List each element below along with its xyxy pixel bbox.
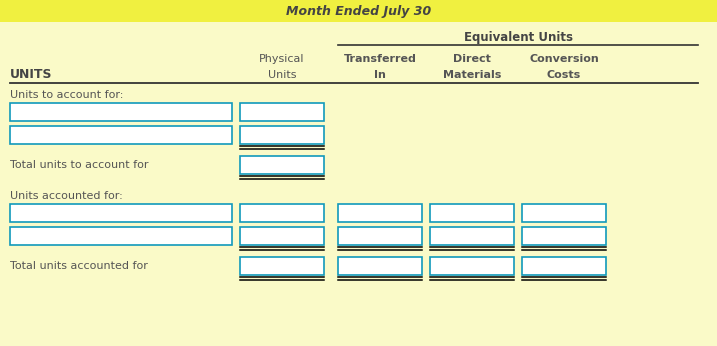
Bar <box>338 257 422 275</box>
Text: Month Ended July 30: Month Ended July 30 <box>286 4 431 18</box>
Bar <box>240 156 324 174</box>
Text: Direct: Direct <box>453 54 491 64</box>
Text: Total units to account for: Total units to account for <box>10 160 148 170</box>
Text: Materials: Materials <box>443 70 501 80</box>
Text: Costs: Costs <box>547 70 581 80</box>
Bar <box>240 227 324 245</box>
Bar <box>240 257 324 275</box>
Bar <box>522 204 606 222</box>
Bar <box>10 126 232 144</box>
Text: Physical: Physical <box>260 54 305 64</box>
Bar <box>10 204 232 222</box>
Text: Units to account for:: Units to account for: <box>10 90 123 100</box>
Text: Transferred: Transferred <box>343 54 417 64</box>
Bar <box>430 227 514 245</box>
Text: In: In <box>374 70 386 80</box>
Bar <box>10 227 232 245</box>
Text: UNITS: UNITS <box>10 69 52 82</box>
Bar <box>430 257 514 275</box>
Bar <box>430 204 514 222</box>
Text: Conversion: Conversion <box>529 54 599 64</box>
Bar <box>522 227 606 245</box>
Bar <box>522 257 606 275</box>
Bar <box>10 103 232 121</box>
Bar <box>240 126 324 144</box>
Bar <box>338 204 422 222</box>
Text: Equivalent Units: Equivalent Units <box>463 30 572 44</box>
Text: Total units accounted for: Total units accounted for <box>10 261 148 271</box>
Text: Units: Units <box>267 70 296 80</box>
Bar <box>338 227 422 245</box>
Bar <box>0 0 717 22</box>
Bar <box>240 204 324 222</box>
Text: Units accounted for:: Units accounted for: <box>10 191 123 201</box>
Bar <box>240 103 324 121</box>
